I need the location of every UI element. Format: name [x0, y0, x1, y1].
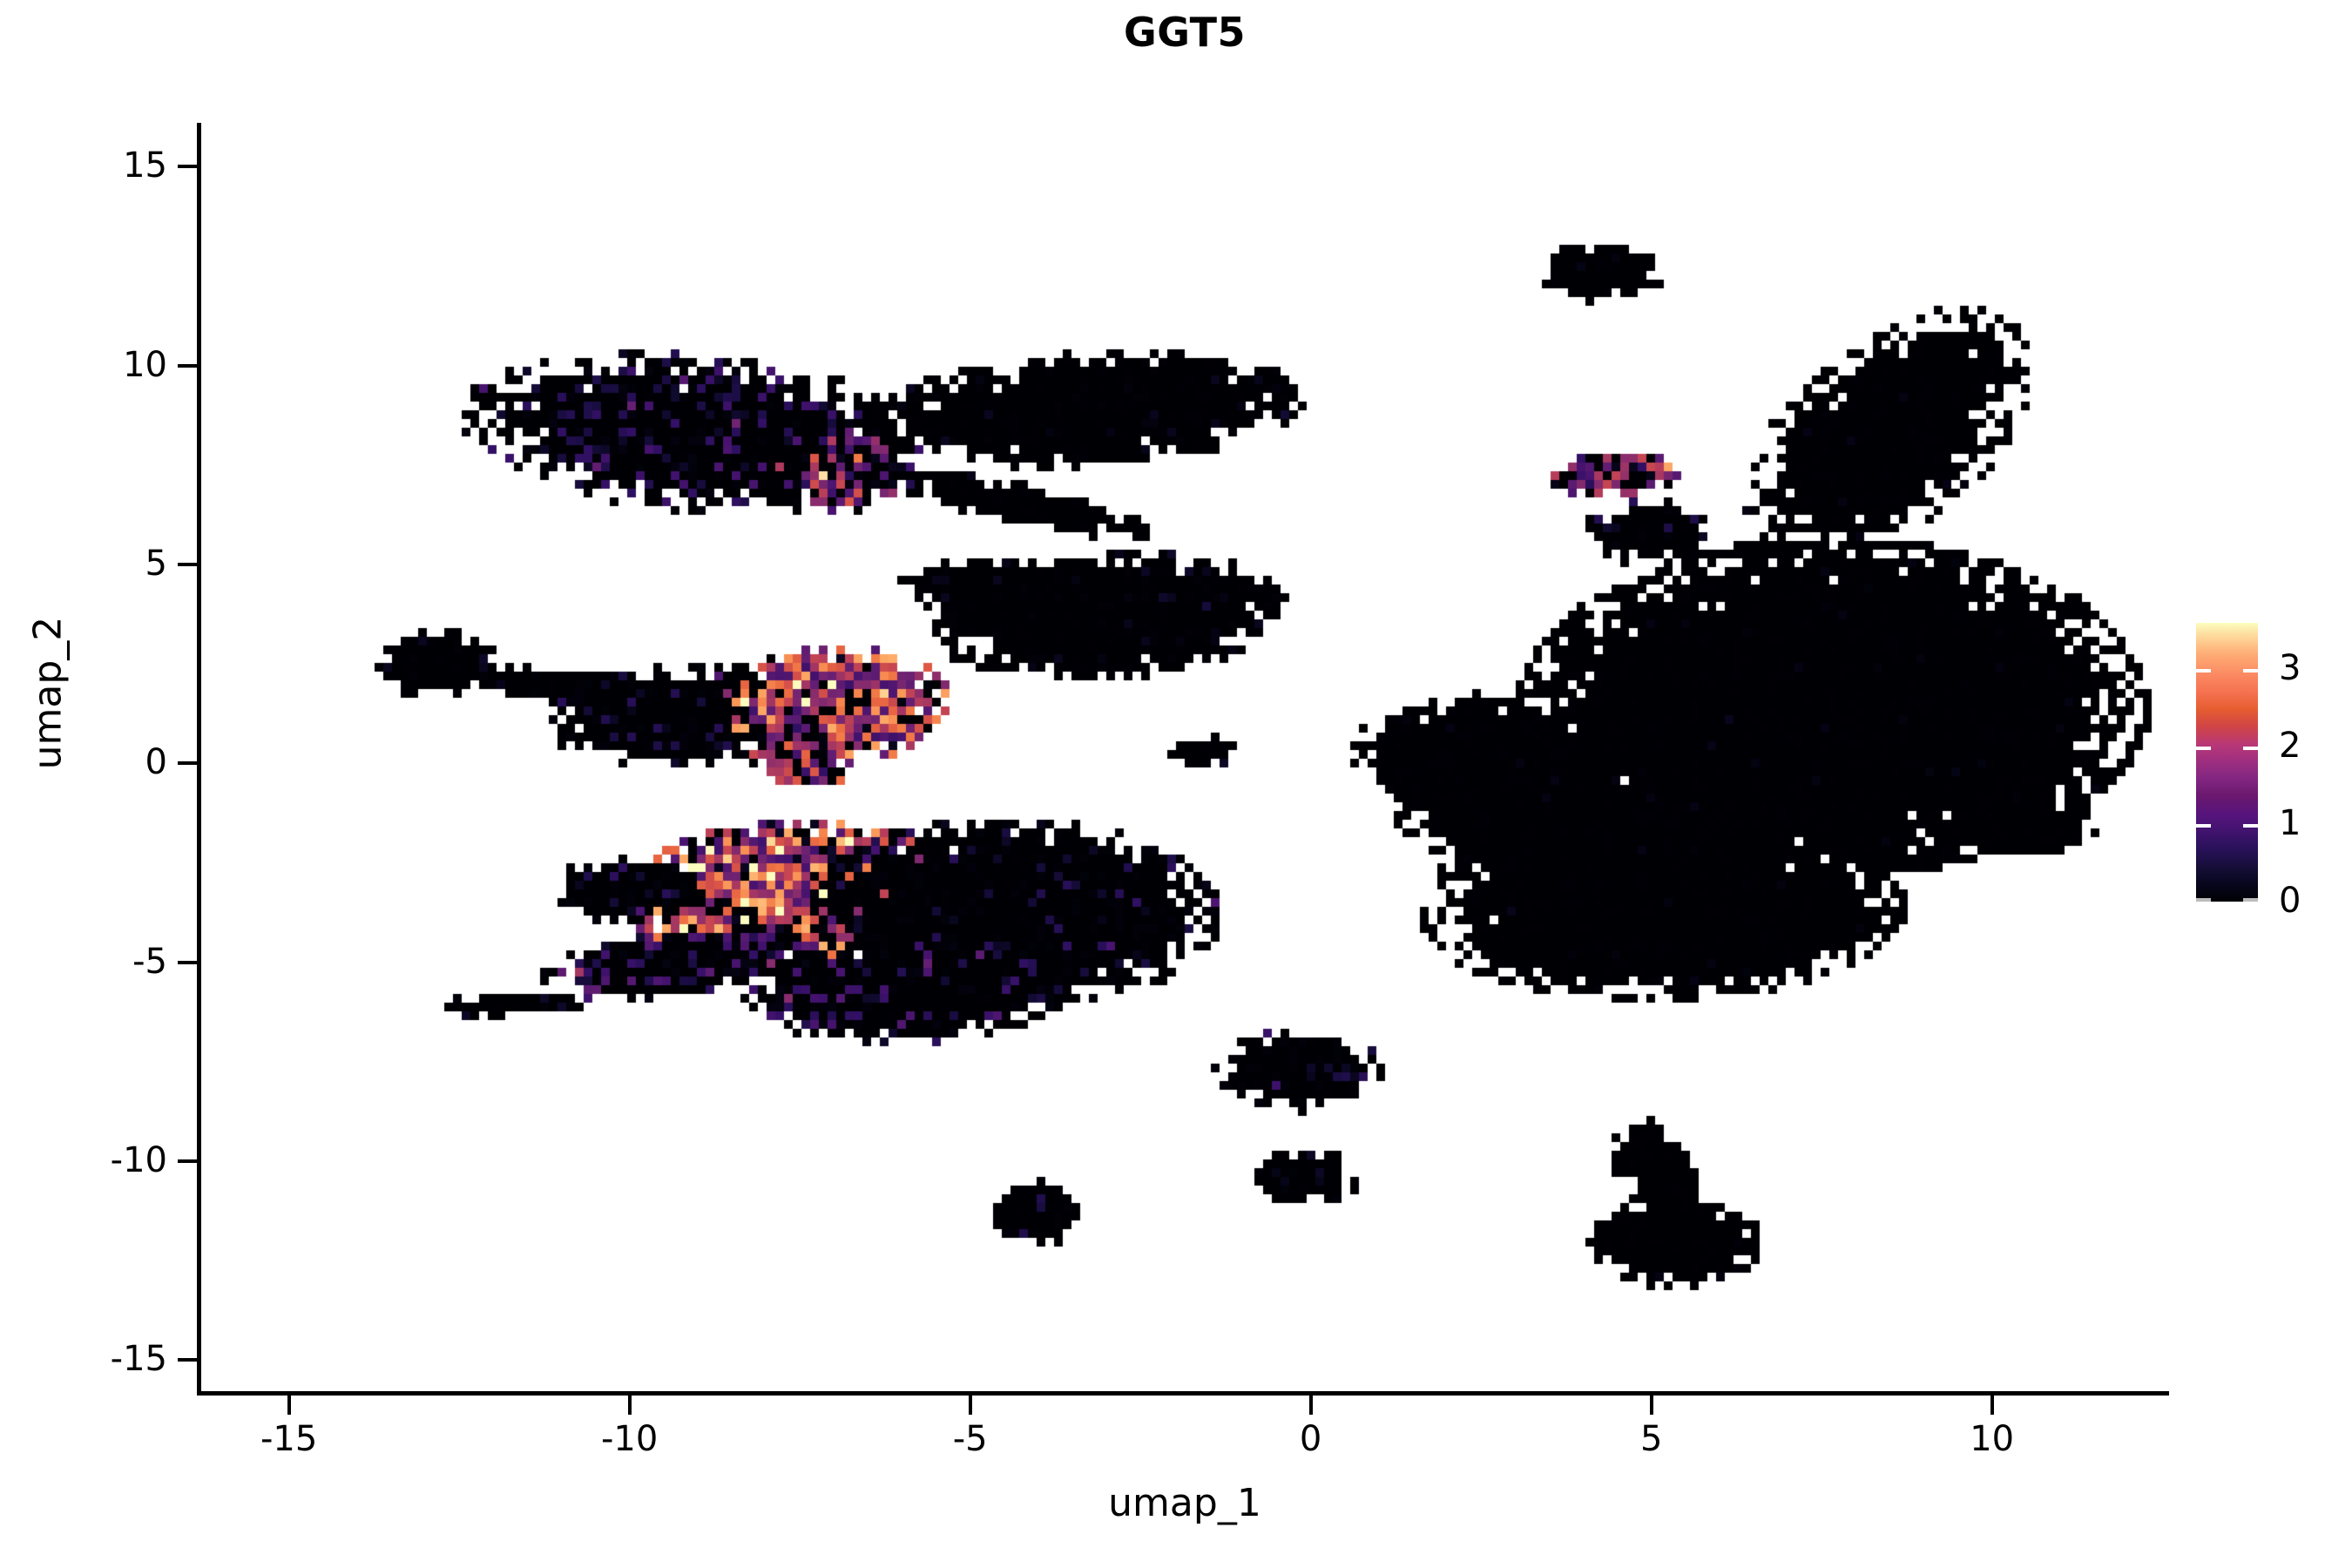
- x-tick-label: -5: [952, 1419, 988, 1459]
- colorbar-tick-label: 0: [2279, 881, 2301, 921]
- y-tick-mark: [178, 960, 197, 964]
- plot-area[interactable]: [200, 123, 2169, 1392]
- y-tick-label: 15: [123, 145, 167, 186]
- colorbar-tick-label: 3: [2279, 648, 2301, 689]
- x-tick-mark: [1990, 1396, 1994, 1415]
- colorbar-gradient: [2196, 623, 2258, 902]
- y-axis-label: umap_2: [25, 616, 71, 770]
- y-tick-mark: [178, 1358, 197, 1362]
- y-tick-label: 5: [145, 543, 167, 584]
- y-tick-label: 10: [123, 344, 167, 385]
- colorbar-tick-label: 1: [2279, 803, 2301, 844]
- y-tick-label: -15: [110, 1339, 167, 1380]
- colorbar-tick-mark: [2243, 824, 2258, 828]
- y-tick-label: -10: [110, 1140, 167, 1181]
- colorbar-tick-mark: [2243, 747, 2258, 751]
- x-axis-spine: [197, 1391, 2169, 1396]
- colorbar-tick-label: 2: [2279, 726, 2301, 767]
- x-tick-mark: [287, 1396, 291, 1415]
- scatter-canvas[interactable]: [200, 123, 2169, 1392]
- x-tick-mark: [1649, 1396, 1653, 1415]
- y-tick-mark: [178, 1159, 197, 1164]
- x-tick-label: -15: [260, 1419, 318, 1459]
- colorbar-tick-mark: [2196, 747, 2211, 751]
- x-tick-label: 0: [1299, 1419, 1322, 1459]
- colorbar-tick-mark: [2243, 669, 2258, 673]
- y-tick-mark: [178, 761, 197, 766]
- colorbar-tick-mark: [2196, 898, 2211, 902]
- x-tick-label: 5: [1639, 1419, 1663, 1459]
- y-tick-label: -5: [132, 941, 167, 982]
- y-tick-mark: [178, 363, 197, 368]
- colorbar-tick-mark: [2196, 824, 2211, 828]
- x-tick-mark: [627, 1396, 632, 1415]
- y-tick-label: 0: [145, 742, 167, 783]
- x-axis-label: umap_1: [1108, 1481, 1261, 1525]
- colorbar-tick-mark: [2196, 669, 2211, 673]
- x-tick-mark: [1308, 1396, 1313, 1415]
- x-tick-mark: [968, 1396, 972, 1415]
- y-axis-spine: [197, 123, 201, 1396]
- plot-title: GGT5: [1123, 9, 1247, 56]
- colorbar-tick-mark: [2243, 898, 2258, 902]
- y-tick-mark: [178, 562, 197, 566]
- x-tick-label: 10: [1970, 1419, 2015, 1459]
- x-tick-label: -10: [600, 1419, 659, 1459]
- y-tick-mark: [178, 165, 197, 169]
